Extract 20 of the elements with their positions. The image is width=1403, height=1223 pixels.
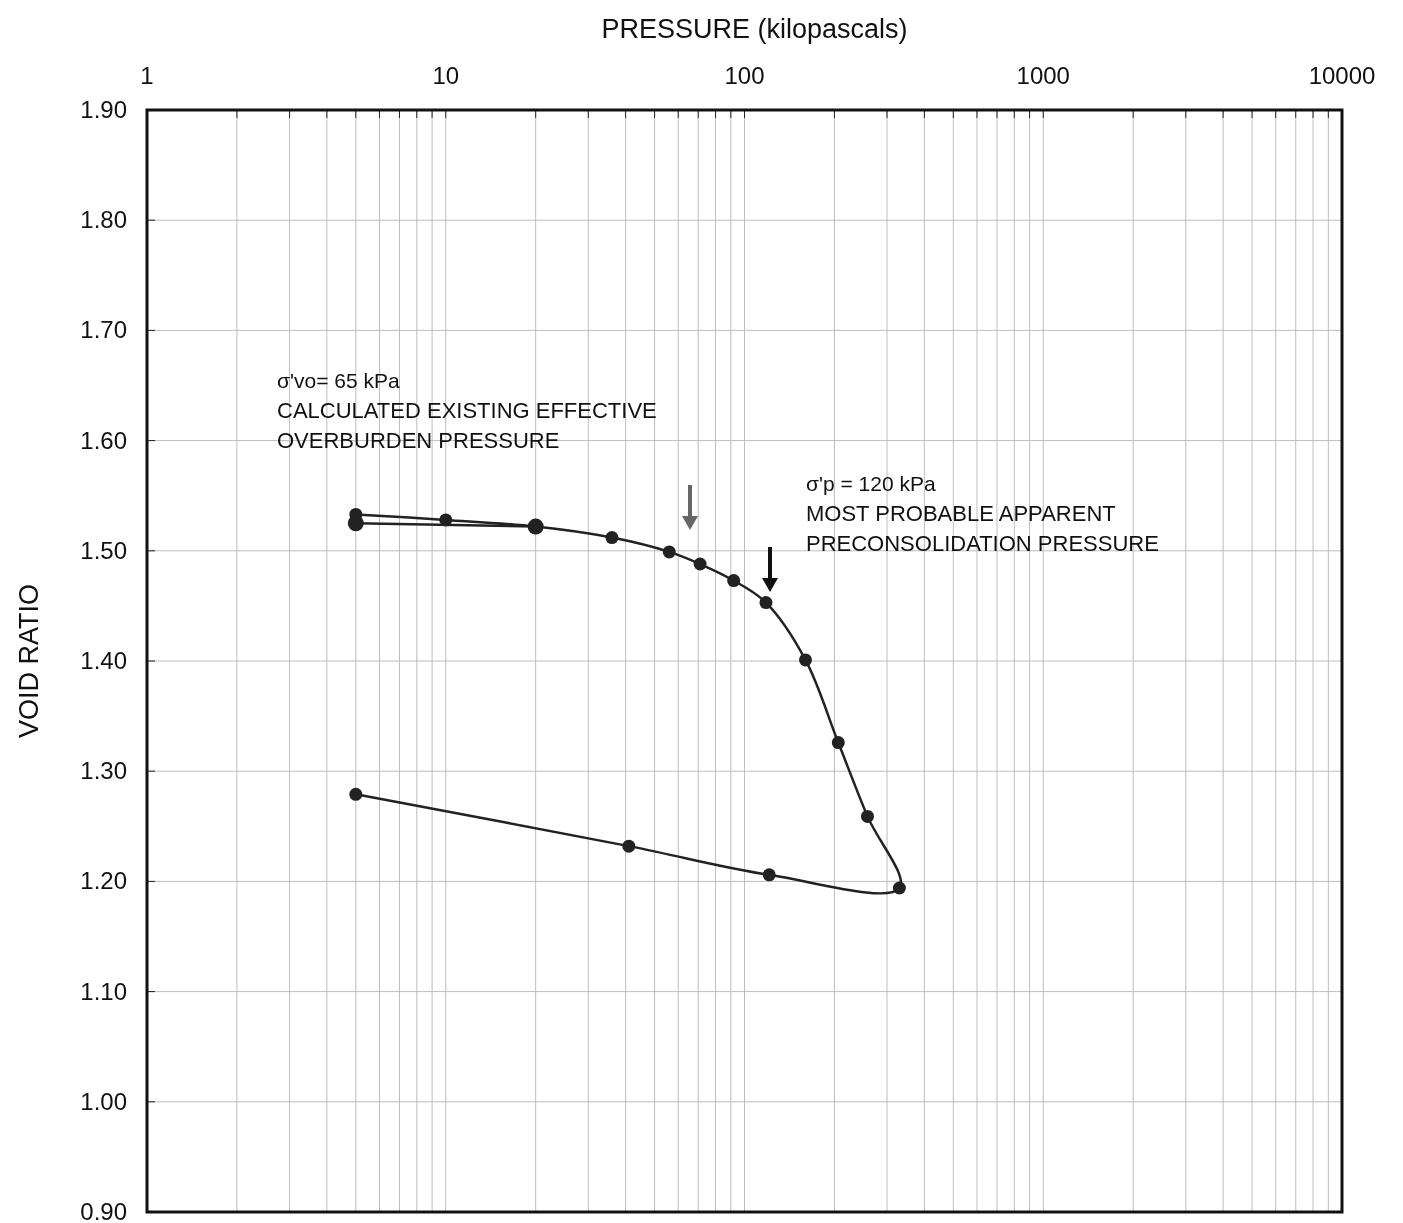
y-tick-label: 1.60 xyxy=(80,426,127,454)
y-tick-label: 1.10 xyxy=(80,977,127,1005)
y-axis-title: VOID RATIO xyxy=(14,583,44,739)
annotation: σ'p = 120 kPa MOST PROBABLE APPARENT PRECONSOLIDATION PRESSURE xyxy=(806,472,1159,556)
y-tick-label: 1.20 xyxy=(80,867,127,895)
x-tick-label: 100 xyxy=(724,62,765,89)
y-tick-label: 1.30 xyxy=(80,757,127,785)
y-tick-label: 1.50 xyxy=(80,536,127,564)
y-tick-label: 0.90 xyxy=(80,1198,127,1223)
y-tick-label: 1.70 xyxy=(80,316,127,344)
x-axis-title: PRESSURE (kilopascals) xyxy=(601,14,908,44)
x-tick-label: 1000 xyxy=(1016,62,1070,89)
y-tick-label: 1.00 xyxy=(80,1087,127,1115)
y-tick-label: 1.40 xyxy=(80,647,127,674)
y-tick-label: 1.80 xyxy=(80,206,127,234)
x-tick-label: 1 xyxy=(140,62,154,89)
y-tick-label: 1.90 xyxy=(80,96,127,123)
x-tick-label: 10000 xyxy=(1308,62,1376,89)
x-tick-label: 10 xyxy=(432,62,460,89)
annotation: σ'vo= 65 kPa CALCULATED EXISTING EFFECTIVE OVERBURDEN PRESSURE xyxy=(277,369,657,453)
